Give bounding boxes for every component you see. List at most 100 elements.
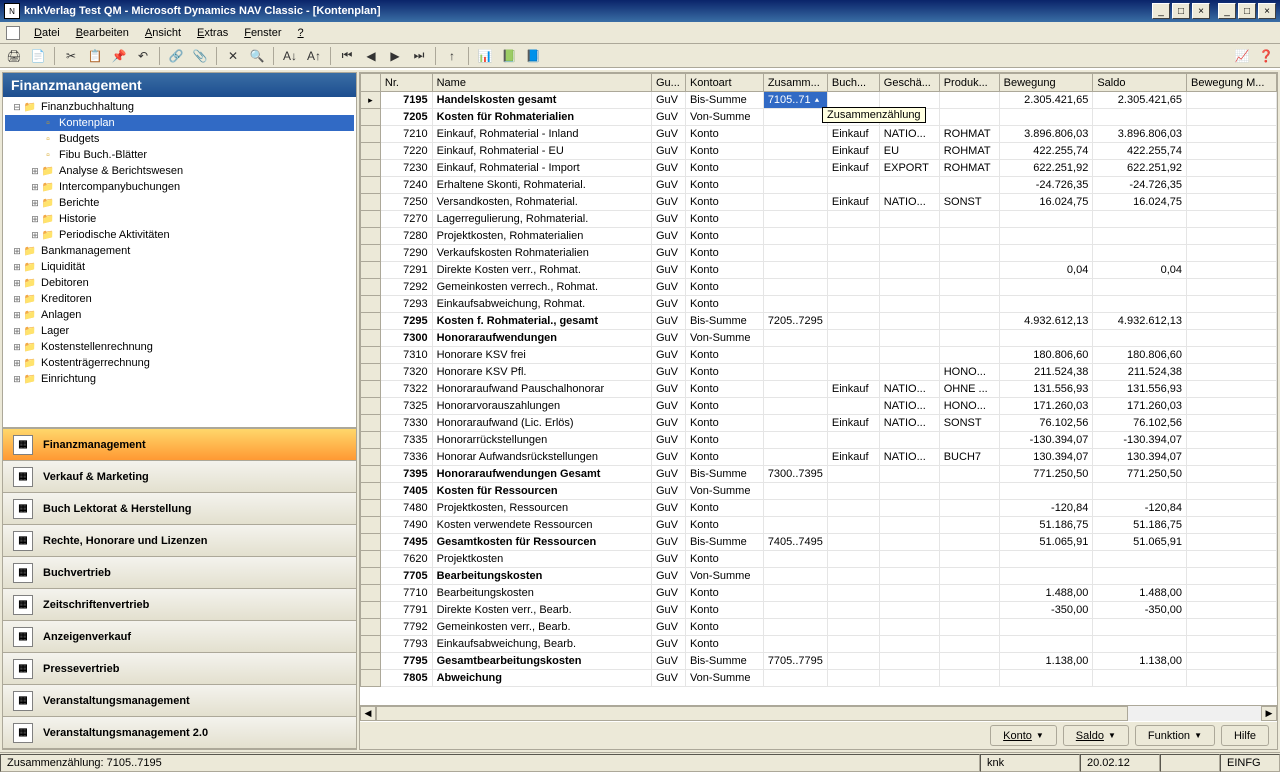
scroll-right-icon[interactable]: ▶ <box>1261 706 1277 721</box>
tree-item[interactable]: ⊟📁Finanzbuchhaltung <box>5 99 354 115</box>
table-row[interactable]: 7295Kosten f. Rohmaterial., gesamtGuVBis… <box>361 313 1277 330</box>
paste-icon[interactable]: 📌 <box>109 46 129 66</box>
table-row[interactable]: 7335HonorarrückstellungenGuVKonto-130.39… <box>361 432 1277 449</box>
table-row[interactable]: 7210Einkauf, Rohmaterial - InlandGuVKont… <box>361 126 1277 143</box>
table-row[interactable]: 7300HonoraraufwendungenGuVVon-Summe <box>361 330 1277 347</box>
word-icon[interactable]: 📘 <box>523 46 543 66</box>
nav-item[interactable]: ▦Buch Lektorat & Herstellung <box>3 493 356 525</box>
tree-item[interactable]: ⊞📁Einrichtung <box>5 371 354 387</box>
table-row[interactable]: 7205Kosten für RohmaterialienGuVVon-Summ… <box>361 109 1277 126</box>
find-icon[interactable]: 🔍 <box>247 46 267 66</box>
minimize-button[interactable]: _ <box>1152 3 1170 19</box>
tree-item[interactable]: ⊞📁Debitoren <box>5 275 354 291</box>
preview-icon[interactable]: 📄 <box>28 46 48 66</box>
menu-fenster[interactable]: Fenster <box>236 25 289 41</box>
tree-item[interactable]: ⊞📁Kostenträgerrechnung <box>5 355 354 371</box>
sort-asc-icon[interactable]: A↓ <box>280 46 300 66</box>
menu-bearbeiten[interactable]: Bearbeiten <box>68 25 137 41</box>
column-header[interactable]: Saldo <box>1093 74 1187 92</box>
table-row[interactable]: 7322Honoraraufwand PauschalhonorarGuVKon… <box>361 381 1277 398</box>
table-row[interactable]: 7620ProjektkostenGuVKonto <box>361 551 1277 568</box>
horizontal-scrollbar[interactable]: ◀ ▶ <box>360 705 1277 721</box>
table-row[interactable]: 7792Gemeinkosten verr., Bearb.GuVKonto <box>361 619 1277 636</box>
first-icon[interactable]: ⏮ <box>337 46 357 66</box>
table-row[interactable]: 7480Projektkosten, RessourcenGuVKonto-12… <box>361 500 1277 517</box>
nav-item[interactable]: ▦Buchvertrieb <box>3 557 356 589</box>
scroll-left-icon[interactable]: ◀ <box>360 706 376 721</box>
column-header[interactable]: Geschä... <box>879 74 939 92</box>
table-row[interactable]: 7395Honoraraufwendungen GesamtGuVBis-Sum… <box>361 466 1277 483</box>
undo-icon[interactable]: ↶ <box>133 46 153 66</box>
mdi-minimize-button[interactable]: _ <box>1218 3 1236 19</box>
column-header[interactable] <box>361 74 381 92</box>
chart-icon[interactable]: 📈 <box>1232 46 1252 66</box>
table-row[interactable]: 7195Handelskosten gesamtGuVBis-Summe7105… <box>361 92 1277 109</box>
link-icon[interactable]: 🔗 <box>166 46 186 66</box>
mdi-maximize-button[interactable]: □ <box>1238 3 1256 19</box>
delete-icon[interactable]: ✕ <box>223 46 243 66</box>
column-header[interactable]: Nr. <box>380 74 432 92</box>
tree-item[interactable]: ⊞📁Kreditoren <box>5 291 354 307</box>
menu-extras[interactable]: Extras <box>189 25 236 41</box>
maximize-button[interactable]: □ <box>1172 3 1190 19</box>
grid-wrapper[interactable]: Nr.NameGu...KontoartZusamm...Buch...Gesc… <box>360 73 1277 705</box>
nav-item[interactable]: ▦Rechte, Honorare und Lizenzen <box>3 525 356 557</box>
konto-button[interactable]: Konto▼ <box>990 725 1057 746</box>
column-header[interactable]: Buch... <box>827 74 879 92</box>
table-row[interactable]: 7795GesamtbearbeitungskostenGuVBis-Summe… <box>361 653 1277 670</box>
column-header[interactable]: Name <box>432 74 651 92</box>
tree-item[interactable]: ⊞📁Kostenstellenrechnung <box>5 339 354 355</box>
table-row[interactable]: 7320Honorare KSV Pfl.GuVKontoHONO...211.… <box>361 364 1277 381</box>
table-row[interactable]: 7220Einkauf, Rohmaterial - EUGuVKontoEin… <box>361 143 1277 160</box>
tree-item[interactable]: ⊞📁Bankmanagement <box>5 243 354 259</box>
table-row[interactable]: 7293Einkaufsabweichung, Rohmat.GuVKonto <box>361 296 1277 313</box>
nav-item[interactable]: ▦Pressevertrieb <box>3 653 356 685</box>
copy-icon[interactable]: 📋 <box>85 46 105 66</box>
tree-item[interactable]: ⊞📁Intercompanybuchungen <box>5 179 354 195</box>
tree-item[interactable]: ⊞📁Lager <box>5 323 354 339</box>
print-icon[interactable]: 🖨 <box>4 46 24 66</box>
tree-item[interactable]: ▫Budgets <box>5 131 354 147</box>
menu-datei[interactable]: Datei <box>26 25 68 41</box>
tree-item[interactable]: ⊞📁Berichte <box>5 195 354 211</box>
table-row[interactable]: 7291Direkte Kosten verr., Rohmat.GuVKont… <box>361 262 1277 279</box>
sort-desc-icon[interactable]: A↑ <box>304 46 324 66</box>
saldo-button[interactable]: Saldo▼ <box>1063 725 1129 746</box>
table-row[interactable]: 7710BearbeitungskostenGuVKonto1.488,001.… <box>361 585 1277 602</box>
help-icon[interactable]: ❓ <box>1256 46 1276 66</box>
excel-icon[interactable]: 📗 <box>499 46 519 66</box>
close-button[interactable]: × <box>1192 3 1210 19</box>
table-row[interactable]: 7330Honoraraufwand (Lic. Erlös)GuVKontoE… <box>361 415 1277 432</box>
table-row[interactable]: 7325HonorarvorauszahlungenGuVKontoNATIO.… <box>361 398 1277 415</box>
mdi-close-button[interactable]: × <box>1258 3 1276 19</box>
nav-item[interactable]: ▦Finanzmanagement <box>3 429 356 461</box>
tree-item[interactable]: ⊞📁Periodische Aktivitäten <box>5 227 354 243</box>
menu-ansicht[interactable]: Ansicht <box>137 25 189 41</box>
tree-item[interactable]: ⊞📁Anlagen <box>5 307 354 323</box>
list-icon[interactable]: 📊 <box>475 46 495 66</box>
prev-icon[interactable]: ◀ <box>361 46 381 66</box>
column-header[interactable]: Produk... <box>939 74 999 92</box>
column-header[interactable]: Zusamm... <box>763 74 827 92</box>
nav-item[interactable]: ▦Verkauf & Marketing <box>3 461 356 493</box>
funktion-button[interactable]: Funktion▼ <box>1135 725 1215 746</box>
attach-icon[interactable]: 📎 <box>190 46 210 66</box>
table-row[interactable]: 7791Direkte Kosten verr., Bearb.GuVKonto… <box>361 602 1277 619</box>
column-header[interactable]: Gu... <box>651 74 685 92</box>
table-row[interactable]: 7290Verkaufskosten RohmaterialienGuVKont… <box>361 245 1277 262</box>
table-row[interactable]: 7292Gemeinkosten verrech., Rohmat.GuVKon… <box>361 279 1277 296</box>
cut-icon[interactable]: ✂ <box>61 46 81 66</box>
nav-tree[interactable]: ⊟📁Finanzbuchhaltung▫Kontenplan▫Budgets▫F… <box>3 97 356 428</box>
table-row[interactable]: 7240Erhaltene Skonti, Rohmaterial.GuVKon… <box>361 177 1277 194</box>
nav-item[interactable]: ▦Veranstaltungsmanagement <box>3 685 356 717</box>
table-row[interactable]: 7705BearbeitungskostenGuVVon-Summe <box>361 568 1277 585</box>
table-row[interactable]: 7280Projektkosten, RohmaterialienGuVKont… <box>361 228 1277 245</box>
column-header[interactable]: Kontoart <box>685 74 763 92</box>
table-row[interactable]: 7270Lagerregulierung, Rohmaterial.GuVKon… <box>361 211 1277 228</box>
tree-item[interactable]: ⊞📁Analyse & Berichtswesen <box>5 163 354 179</box>
table-row[interactable]: 7310Honorare KSV freiGuVKonto180.806,601… <box>361 347 1277 364</box>
last-icon[interactable]: ⏭ <box>409 46 429 66</box>
up-icon[interactable]: ↑ <box>442 46 462 66</box>
column-header[interactable]: Bewegung <box>999 74 1093 92</box>
menu-?[interactable]: ? <box>290 25 312 41</box>
